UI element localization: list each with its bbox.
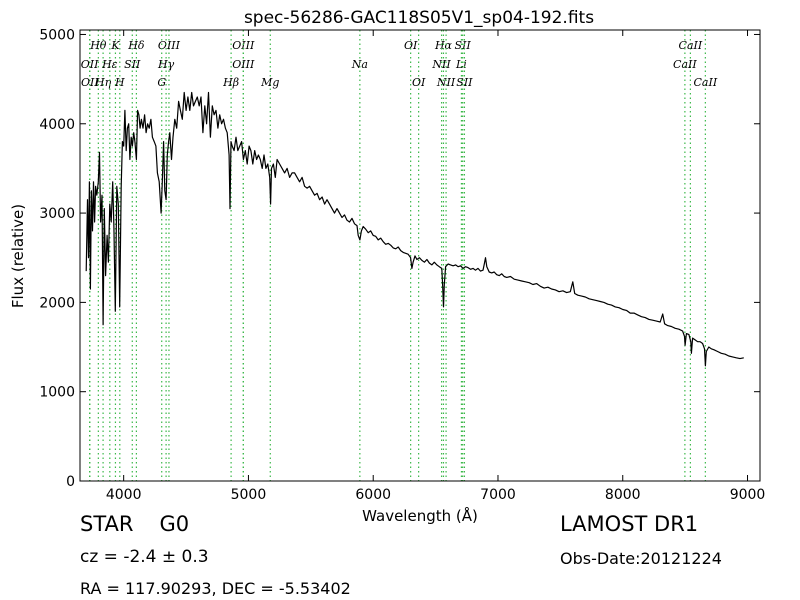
x-tick-label: 8000 (605, 487, 641, 503)
sky-coordinates: RA = 117.90293, DEC = -5.53402 (80, 579, 351, 598)
x-tick-label: 9000 (730, 487, 766, 503)
plot-frame (79, 29, 761, 482)
survey-name: LAMOST DR1 (560, 512, 699, 536)
line-marker-label: Hδ (127, 39, 145, 52)
line-marker-label: OII (81, 58, 99, 71)
line-marker-label: Hγ (157, 58, 175, 71)
x-axis-label: Wavelength (Å) (362, 506, 478, 525)
line-marker-label: OI (404, 39, 418, 52)
x-tick-label: 4000 (106, 487, 142, 503)
line-marker-label: Na (351, 58, 368, 71)
line-marker-label: CaII (679, 39, 703, 52)
line-marker-label: OII (81, 76, 99, 89)
x-tick-label: 7000 (480, 487, 516, 503)
line-marker-label: SII (456, 76, 473, 89)
line-marker-label: Li (455, 58, 467, 71)
object-class: STAR (80, 512, 134, 536)
line-marker-label: SII (124, 58, 141, 71)
line-marker-label: Mg (260, 76, 279, 89)
y-tick-label: 2000 (39, 295, 75, 311)
y-tick-label: 0 (66, 474, 75, 490)
spectral-classification: STAR G0 (80, 512, 189, 536)
observation-date: Obs-Date:20121224 (560, 549, 722, 568)
line-marker-label: Hα (434, 39, 453, 52)
line-marker-label: OI (412, 76, 426, 89)
line-marker-label: Hβ (222, 76, 239, 89)
y-tick-label: 5000 (39, 27, 75, 43)
line-marker-label: Hθ (89, 39, 107, 52)
line-marker-label: G (157, 76, 166, 89)
y-tick-label: 1000 (39, 385, 75, 401)
line-marker-label: Hε (101, 58, 118, 71)
chart-title: spec-56286-GAC118S05V1_sp04-192.fits (244, 8, 594, 28)
line-marker-label: NII (431, 58, 451, 71)
line-marker-label: CaII (694, 76, 718, 89)
y-tick-label: 4000 (39, 117, 75, 133)
x-axis-ticks: 4000 5000 6000 7000 8000 9000 (106, 30, 765, 503)
line-marker-label: CaII (673, 58, 697, 71)
line-marker-label: OIII (232, 58, 255, 71)
line-marker-label: OIII (158, 39, 181, 52)
spectrum-line (85, 91, 744, 367)
y-axis-label: Flux (relative) (9, 204, 27, 308)
line-marker-label: K (110, 39, 120, 52)
line-marker-label: OIII (232, 39, 255, 52)
x-tick-label: 6000 (355, 487, 391, 503)
object-subclass: G0 (159, 512, 190, 536)
line-marker-label: NII (436, 76, 456, 89)
line-marker-label: H (114, 76, 125, 89)
y-axis-ticks: 0 1000 2000 3000 4000 5000 (39, 27, 760, 490)
line-marker-label: SII (455, 39, 472, 52)
line-marker-label: Hη (94, 76, 112, 89)
x-tick-label: 5000 (231, 487, 267, 503)
redshift-value: cz = -2.4 ± 0.3 (80, 547, 209, 567)
y-tick-label: 3000 (39, 206, 75, 222)
